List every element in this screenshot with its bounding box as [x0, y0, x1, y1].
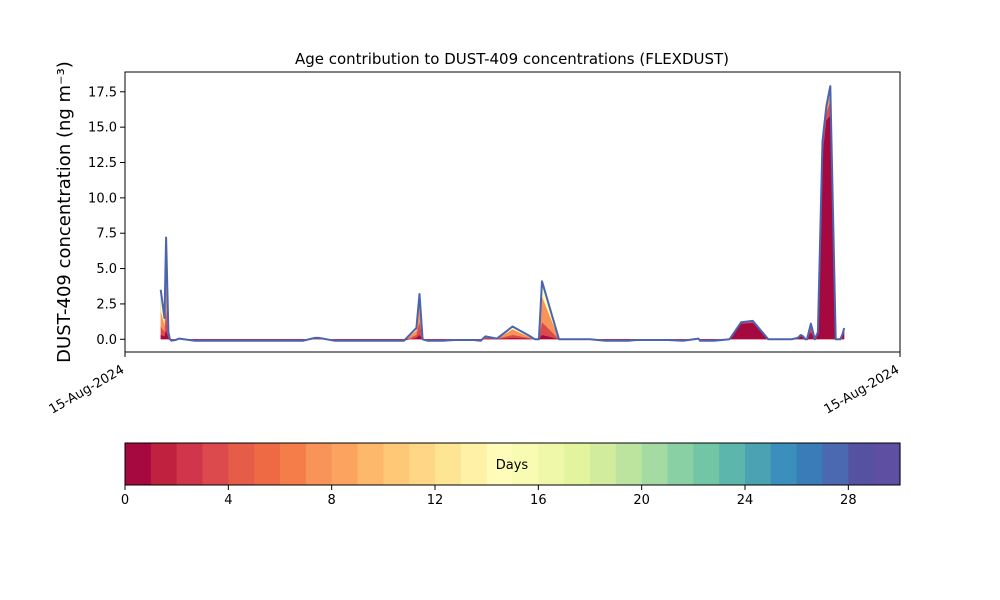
colorbar-cell [822, 443, 849, 485]
y-tick-label: 12.5 [88, 156, 117, 171]
colorbar-cell [538, 443, 565, 485]
colorbar-cell [745, 443, 772, 485]
colorbar-cell [202, 443, 229, 485]
colorbar-tick-label: 24 [737, 493, 754, 508]
colorbar-cell [409, 443, 436, 485]
age-area-3-days [160, 101, 845, 341]
age-area-0-days [160, 115, 845, 341]
colorbar-cell [512, 443, 539, 485]
y-tick-label: 2.5 [96, 297, 117, 312]
colorbar-label: Days [496, 458, 529, 473]
colorbar-cell [280, 443, 307, 485]
chart-title: Age contribution to DUST-409 concentrati… [295, 50, 729, 68]
colorbar-tick-label: 4 [224, 493, 232, 508]
colorbar: Days 0 4 8 12 16 20 24 28 [121, 442, 901, 508]
colorbar-tick-label: 8 [328, 493, 336, 508]
age-area-29-days [160, 86, 845, 341]
colorbar-cell [357, 443, 384, 485]
colorbar-cell [383, 443, 410, 485]
colorbar-cell [460, 443, 488, 485]
y-tick-label: 5.0 [96, 262, 117, 277]
colorbar-cell [435, 443, 462, 485]
colorbar-cell [486, 443, 514, 485]
colorbar-tick-label: 12 [427, 493, 444, 508]
y-axis: 0.0 2.5 5.0 7.5 10.0 12.5 15.0 17.5 [88, 85, 125, 348]
colorbar-cell [176, 443, 204, 485]
colorbar-frame [124, 442, 901, 486]
colorbar-tick-label: 16 [530, 493, 547, 508]
y-tick-label: 0.0 [96, 333, 117, 348]
colorbar-cell [228, 443, 255, 485]
colorbar-cell [254, 443, 281, 485]
colorbar-cell [590, 443, 617, 485]
age-area-7-days [160, 93, 845, 341]
y-axis-label: DUST-409 concentration (ng m⁻³) [54, 61, 75, 363]
colorbar-tick-label: 0 [121, 493, 129, 508]
colorbar-tick-label: 28 [840, 493, 857, 508]
axes-frame [124, 71, 901, 353]
x-tick-label: 15-Aug-2024 [47, 362, 127, 417]
y-tick-label: 7.5 [96, 227, 117, 242]
colorbar-cell [305, 443, 333, 485]
colorbar-cell [331, 443, 359, 485]
colorbar-cells [125, 443, 901, 485]
colorbar-cell [615, 443, 643, 485]
colorbar-cell [150, 443, 178, 485]
colorbar-cell [848, 443, 875, 485]
colorbar-cell [874, 443, 901, 485]
colorbar-cell [796, 443, 824, 485]
y-tick-label: 17.5 [88, 85, 117, 100]
colorbar-cell [564, 443, 591, 485]
y-tick-label: 15.0 [88, 121, 117, 136]
plot-area [160, 86, 845, 341]
total-concentration-line [159, 85, 846, 342]
y-tick-label: 10.0 [88, 191, 117, 206]
x-tick-label: 15-Aug-2024 [822, 362, 902, 417]
colorbar-cell [693, 443, 720, 485]
colorbar-cell [667, 443, 694, 485]
x-axis: 15-Aug-2024 15-Aug-2024 [47, 352, 902, 418]
age-area-14-days [160, 87, 845, 341]
colorbar-cell [125, 443, 152, 485]
total-line [159, 85, 846, 342]
colorbar-cell [719, 443, 746, 485]
colorbar-ticks: 0 4 8 12 16 20 24 28 [121, 485, 857, 508]
colorbar-cell [770, 443, 798, 485]
colorbar-cell [641, 443, 669, 485]
colorbar-tick-label: 20 [633, 493, 650, 508]
